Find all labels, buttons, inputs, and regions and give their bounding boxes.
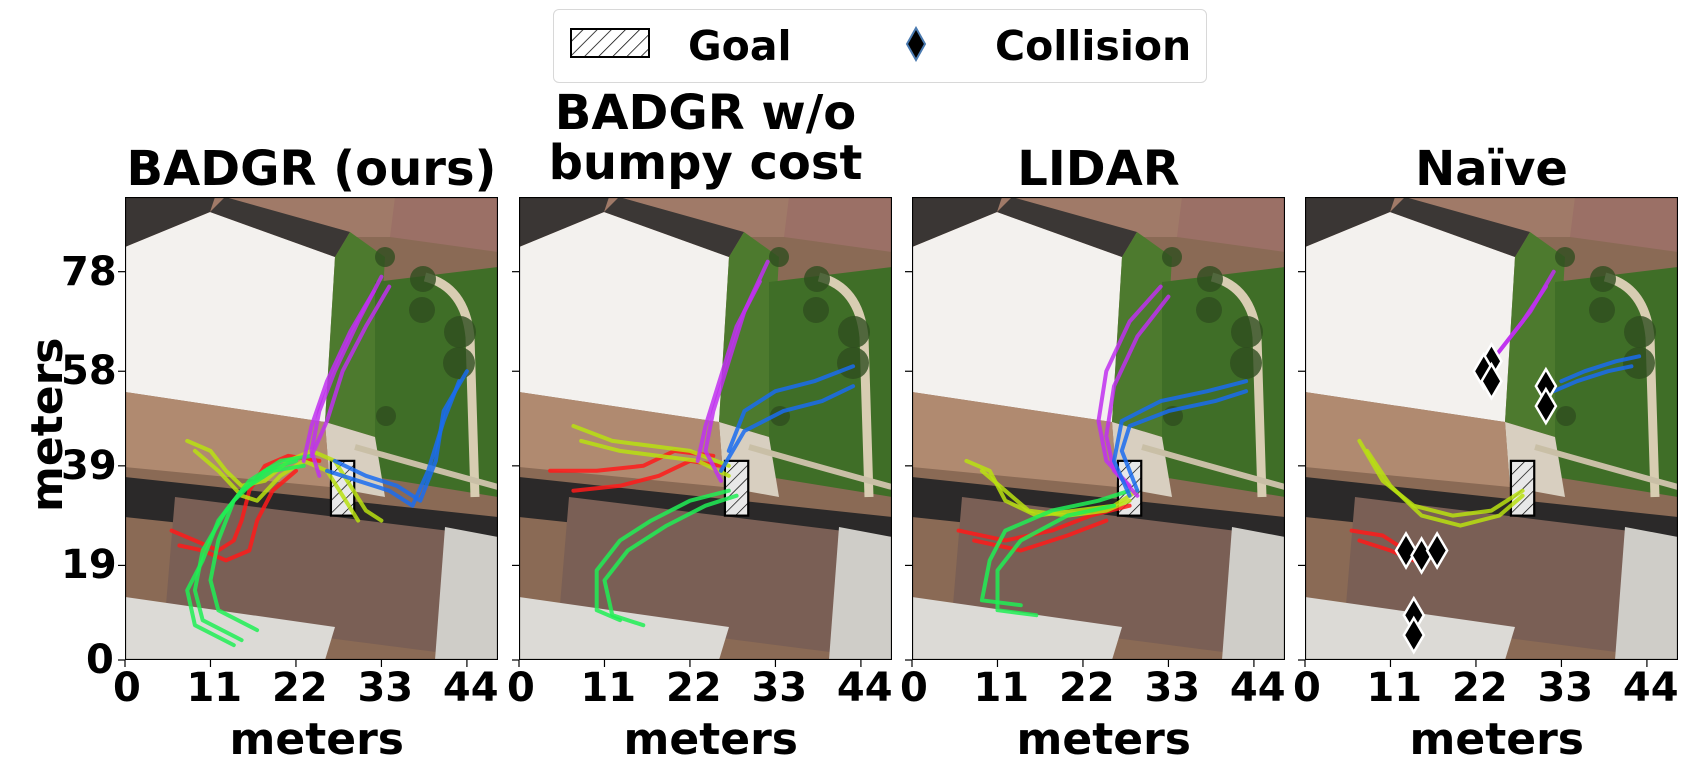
trajectory-line bbox=[301, 289, 376, 463]
panel-title: BADGR w/o bumpy cost bbox=[496, 88, 916, 189]
y-tick-label: 19 bbox=[61, 542, 117, 589]
x-tick-label: 33 bbox=[1144, 665, 1201, 711]
trajectory-line bbox=[594, 488, 731, 623]
aerial-map-background bbox=[1305, 197, 1678, 660]
trajectory-line bbox=[1096, 284, 1163, 488]
x-tick-label: 22 bbox=[1451, 665, 1508, 711]
trajectory-line bbox=[1497, 284, 1548, 354]
x-tick-label: 22 bbox=[665, 665, 722, 711]
axis-ticks bbox=[905, 271, 1255, 667]
collision-marker bbox=[1394, 531, 1418, 570]
collision-diamond-icon bbox=[905, 26, 927, 62]
trajectory-line bbox=[1104, 294, 1171, 498]
panel-frame bbox=[1305, 197, 1678, 660]
y-axis-label: meters bbox=[22, 337, 73, 512]
trajectory-line bbox=[695, 279, 762, 463]
panel-frame bbox=[519, 197, 892, 660]
collision-marker bbox=[1425, 531, 1449, 570]
x-tick-label: 33 bbox=[357, 665, 414, 711]
trajectory-line bbox=[1112, 379, 1249, 498]
trajectory-line bbox=[719, 384, 856, 473]
panel-title: Naïve bbox=[1282, 141, 1685, 197]
x-tick-label: 22 bbox=[1058, 665, 1115, 711]
x-tick-label: 11 bbox=[186, 665, 243, 711]
collision-marker bbox=[1480, 361, 1503, 401]
x-axis-label: meters bbox=[623, 714, 798, 765]
trajectory-line bbox=[1551, 364, 1634, 394]
trajectory-line bbox=[1559, 354, 1642, 384]
y-tick-label: 78 bbox=[61, 248, 117, 295]
goal-legend-label: Goal bbox=[688, 22, 792, 70]
collision-legend-label: Collision bbox=[995, 22, 1192, 70]
trajectory-line bbox=[185, 463, 306, 648]
aerial-map-background bbox=[912, 197, 1285, 660]
goal-region bbox=[723, 459, 750, 517]
y-tick-label: 39 bbox=[61, 442, 117, 489]
x-tick-label: 0 bbox=[900, 665, 928, 711]
trajectory-line bbox=[208, 458, 298, 633]
x-tick-label: 33 bbox=[1537, 665, 1594, 711]
x-tick-label: 0 bbox=[113, 665, 141, 711]
axis-ticks bbox=[512, 271, 862, 667]
panel-title-line: Naïve bbox=[1415, 141, 1568, 197]
panel-title: BADGR (ours) bbox=[102, 141, 522, 197]
map-panel bbox=[1305, 197, 1678, 660]
x-tick-label: 44 bbox=[836, 665, 893, 711]
panel-frame bbox=[912, 197, 1285, 660]
panel-title-line: BADGR (ours) bbox=[126, 141, 497, 197]
x-tick-label: 22 bbox=[271, 665, 328, 711]
y-tick-label: 0 bbox=[86, 637, 114, 683]
legend: Goal Collision bbox=[553, 9, 1207, 83]
trajectory-line bbox=[726, 364, 856, 453]
x-tick-label: 44 bbox=[1622, 665, 1679, 711]
collision-marker bbox=[1534, 386, 1558, 426]
x-tick-label: 0 bbox=[1293, 665, 1321, 711]
axis-ticks bbox=[118, 271, 468, 667]
trajectory-line bbox=[1119, 389, 1249, 493]
x-tick-label: 11 bbox=[973, 665, 1030, 711]
trajectory-line bbox=[192, 448, 361, 523]
panel-title-line: bumpy cost bbox=[548, 135, 863, 192]
trajectory-line bbox=[571, 424, 731, 468]
goal-legend-swatch bbox=[570, 28, 650, 58]
panel-title-line: LIDAR bbox=[1017, 141, 1180, 197]
x-axis-label: meters bbox=[229, 714, 404, 765]
x-tick-label: 44 bbox=[1229, 665, 1286, 711]
x-tick-label: 11 bbox=[1366, 665, 1423, 711]
trajectory-line bbox=[979, 488, 1132, 608]
map-panel bbox=[519, 197, 892, 660]
x-tick-label: 44 bbox=[442, 665, 499, 711]
axis-ticks bbox=[1298, 271, 1648, 667]
map-panel bbox=[125, 197, 498, 660]
trajectory-line bbox=[332, 369, 469, 503]
trajectory-line bbox=[995, 503, 1116, 618]
trajectory-line bbox=[309, 284, 392, 458]
x-tick-label: 33 bbox=[751, 665, 808, 711]
x-axis-label: meters bbox=[1016, 714, 1191, 765]
collision-marker bbox=[1402, 615, 1426, 655]
trajectory-line bbox=[602, 493, 739, 628]
x-axis-label: meters bbox=[1409, 714, 1584, 765]
x-tick-label: 0 bbox=[507, 665, 535, 711]
x-tick-label: 11 bbox=[580, 665, 637, 711]
trajectory-line bbox=[1357, 438, 1525, 518]
trajectory-line bbox=[1365, 448, 1525, 528]
trajectory-line bbox=[579, 438, 731, 478]
panel-title: LIDAR bbox=[889, 141, 1309, 197]
map-panel bbox=[912, 197, 1285, 660]
trajectory-line bbox=[325, 379, 462, 508]
panel-title-line: BADGR w/o bbox=[554, 85, 857, 141]
panel-frame bbox=[125, 197, 498, 660]
y-tick-label: 58 bbox=[61, 348, 117, 395]
